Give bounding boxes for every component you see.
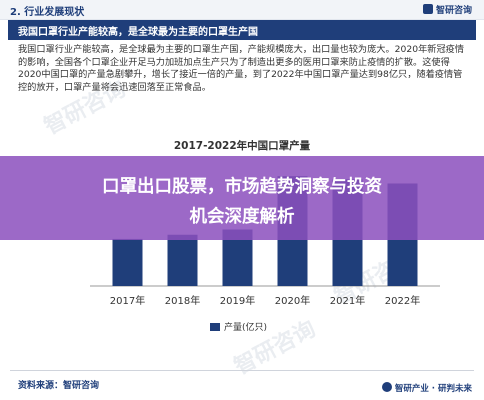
x-tick-label: 2021年 <box>330 294 365 307</box>
brand-logo-icon <box>422 4 433 14</box>
title-bar-text: 我国口罩行业产能较高，是全球最为主要的口罩生产国 <box>18 27 258 38</box>
footer-logo-icon <box>381 382 392 392</box>
chart-title: 2017-2022年中国口罩产量 <box>173 140 311 152</box>
legend: 产量(亿只) <box>210 320 267 333</box>
footer-divider <box>10 370 474 371</box>
footer-source: 资料来源：智研咨询 <box>18 381 100 391</box>
legend-swatch <box>210 323 220 331</box>
banner-line-1: 口罩出口股票，市场趋势洞察与投资 <box>102 177 382 197</box>
title-bar: 我国口罩行业产能较高，是全球最为主要的口罩生产国 <box>8 20 476 40</box>
bar-2018年 <box>167 234 198 286</box>
bar-2017年 <box>112 238 143 286</box>
brand: 智研咨询 <box>422 3 472 16</box>
section-title: 2. 行业发展现状 <box>10 7 85 18</box>
overlay-banner: 口罩出口股票，市场趋势洞察与投资 机会深度解析 <box>0 156 484 240</box>
paragraph: 我国口罩行业产能较高，是全球最为主要的口罩生产国，产能规模庞大，出口量也较为庞大… <box>18 44 465 93</box>
banner-line-2: 机会深度解析 <box>189 207 295 227</box>
footer-slogan: 智研产业 · 研判未来 <box>394 384 472 394</box>
footer-brand: 智研产业 · 研判未来 <box>381 382 472 394</box>
legend-label: 产量(亿只) <box>224 323 268 333</box>
x-tick-label: 2019年 <box>220 294 255 307</box>
top-bar: 2. 行业发展现状 智研咨询 <box>0 0 484 20</box>
x-tick-label: 2018年 <box>165 294 200 307</box>
x-tick-label: 2020年 <box>275 294 310 307</box>
x-tick-label: 2022年 <box>385 294 420 307</box>
x-tick-label: 2017年 <box>110 294 145 307</box>
brand-name: 智研咨询 <box>435 6 472 16</box>
